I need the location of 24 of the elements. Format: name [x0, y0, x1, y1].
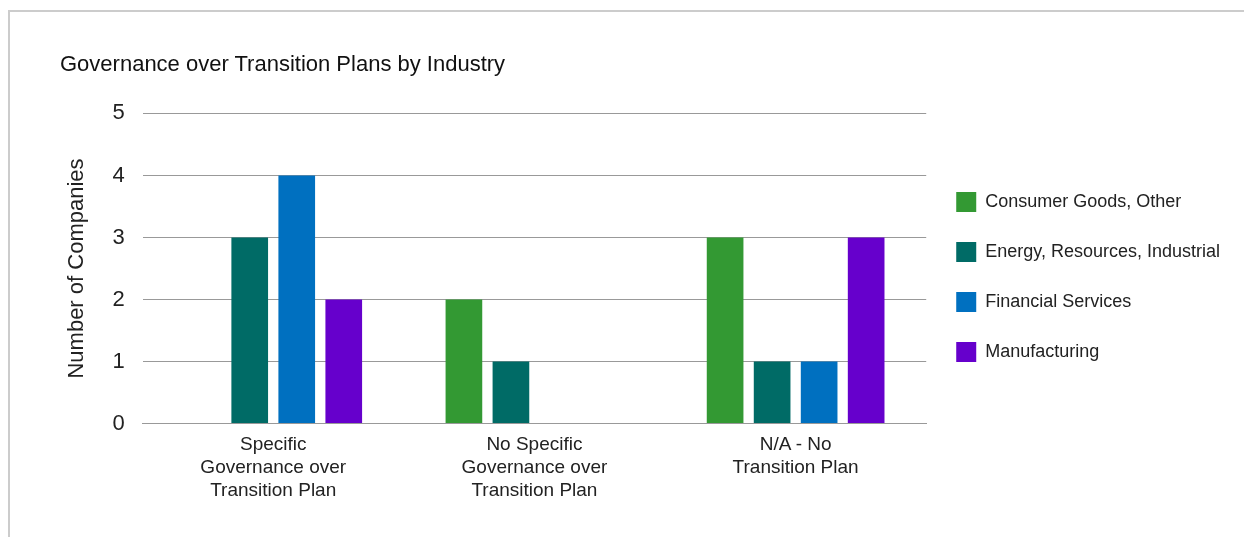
- y-tick-label: 3: [112, 223, 125, 249]
- bar: [706, 237, 744, 424]
- legend-label: Manufacturing: [985, 340, 1100, 361]
- legend-label: Financial Services: [985, 290, 1132, 311]
- legend-label: Consumer Goods, Other: [985, 190, 1182, 211]
- y-tick-label: 0: [112, 409, 125, 435]
- bar: [800, 361, 838, 424]
- legend-label: Energy, Resources, Industrial: [985, 240, 1221, 261]
- bar: [445, 299, 483, 424]
- y-tick-label: 1: [112, 347, 125, 373]
- bar: [325, 299, 363, 424]
- chart-title: Governance over Transition Plans by Industry: [60, 51, 506, 77]
- x-tick-label: No Specific Governance over Transition Plan: [461, 433, 608, 500]
- bar: [492, 361, 530, 424]
- bar: [753, 361, 791, 424]
- x-tick-label: Specific Governance over Transition Plan: [200, 433, 347, 500]
- y-tick-label: 4: [112, 161, 125, 187]
- y-tick-label: 2: [112, 285, 125, 311]
- bar: [847, 237, 885, 424]
- y-axis-title: Number of Companies: [63, 158, 89, 379]
- y-tick-label: 5: [112, 99, 125, 125]
- bar: [231, 237, 269, 424]
- bar: [278, 175, 316, 424]
- x-tick-label: N/A - No Transition Plan: [732, 433, 859, 478]
